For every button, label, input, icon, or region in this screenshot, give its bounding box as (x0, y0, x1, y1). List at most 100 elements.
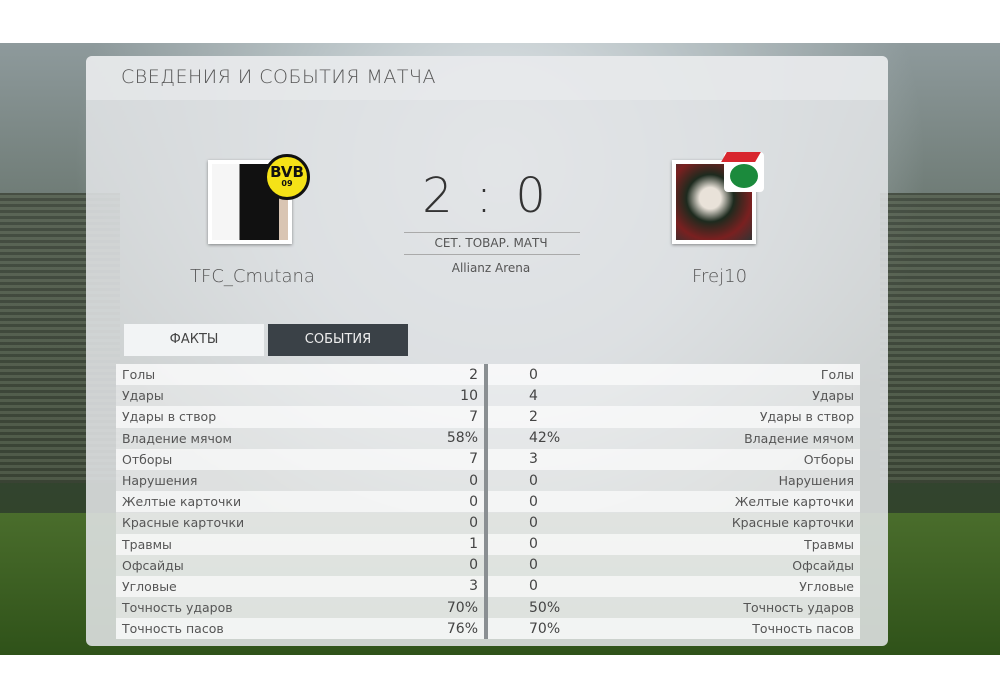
match-facts-panel: СВЕДЕНИЯ И СОБЫТИЯ МАТЧА BVB 09 TFC_Cmuta… (86, 56, 888, 646)
stat-label: Офсайды (122, 557, 184, 573)
column-divider (484, 618, 488, 640)
stat-label: Красные карточки (731, 515, 854, 531)
stat-label: Желтые карточки (734, 494, 854, 510)
away-stat-value: 0 (529, 493, 538, 510)
away-stat-value: 0 (529, 472, 538, 489)
home-stat-value: 0 (469, 472, 478, 489)
away-stat-value: 0 (529, 578, 538, 595)
home-stat-cell: Красные карточки 0 (116, 512, 484, 534)
away-stat-value: 50% (529, 599, 561, 616)
away-stat-value: 0 (529, 366, 538, 383)
page-title: СВЕДЕНИЯ И СОБЫТИЯ МАТЧА (121, 66, 436, 88)
stat-label: Удары в створ (122, 409, 217, 425)
away-stat-cell: 0 Нарушения (488, 469, 860, 492)
column-divider (484, 575, 488, 598)
column-divider (484, 469, 488, 492)
away-stat-value: 0 (529, 557, 538, 574)
column-divider (484, 385, 488, 407)
tab-events[interactable]: СОБЫТИЯ (268, 324, 408, 356)
home-stat-value: 2 (469, 366, 478, 383)
match-type: СЕТ. ТОВАР. МАТЧ (434, 236, 548, 250)
home-team-name: TFC_Cmutana (190, 266, 315, 287)
column-divider (484, 364, 488, 386)
stat-label: Нарушения (122, 473, 198, 489)
stat-label: Точность ударов (743, 600, 854, 616)
column-divider (484, 533, 488, 555)
stat-label: Точность ударов (122, 600, 233, 616)
home-stat-value: 10 (460, 387, 478, 404)
stat-label: Владение мячом (122, 430, 232, 446)
away-stat-value: 42% (529, 430, 561, 447)
away-stat-cell: 0 Голы (488, 364, 860, 386)
stat-label: Удары в створ (759, 409, 854, 425)
stat-label: Владение мячом (744, 430, 854, 446)
away-stat-value: 2 (529, 408, 538, 425)
stat-row: Желтые карточки 0 0 Желтые карточки (116, 491, 860, 513)
stat-label: Угловые (122, 578, 177, 594)
away-stat-cell: 0 Травмы (488, 533, 860, 555)
home-stat-value: 7 (469, 451, 478, 468)
home-stat-cell: Желтые карточки 0 (116, 491, 484, 513)
column-divider (484, 491, 488, 513)
stat-row: Удары в створ 7 2 Удары в створ (116, 406, 860, 428)
tab-facts[interactable]: ФАКТЫ (124, 324, 264, 356)
stat-row: Офсайды 0 0 Офсайды (116, 554, 860, 576)
divider (404, 232, 580, 233)
away-stat-cell: 2 Удары в створ (488, 406, 860, 428)
home-stat-cell: Нарушения 0 (116, 469, 484, 492)
home-stat-cell: Голы 2 (116, 364, 484, 386)
score: 2 : 0 (422, 168, 550, 224)
stat-row: Нарушения 0 0 Нарушения (116, 469, 860, 492)
divider (404, 254, 580, 255)
stat-label: Точность пасов (752, 621, 854, 637)
home-stat-value: 1 (469, 536, 478, 553)
title-bar (86, 56, 888, 100)
stat-label: Красные карточки (122, 515, 245, 531)
venue: Allianz Arena (451, 261, 531, 275)
away-stat-cell: 0 Желтые карточки (488, 491, 860, 513)
home-stat-cell: Удары 10 (116, 385, 484, 407)
stat-label: Отборы (803, 451, 854, 467)
away-stat-cell: 0 Угловые (488, 575, 860, 598)
away-stat-value: 0 (529, 536, 538, 553)
away-stat-cell: 0 Красные карточки (488, 512, 860, 534)
column-divider (484, 448, 488, 470)
lokomotiv-icon (724, 152, 764, 192)
stat-row: Красные карточки 0 0 Красные карточки (116, 512, 860, 534)
home-stat-cell: Удары в створ 7 (116, 406, 484, 428)
stat-label: Травмы (122, 536, 172, 552)
stat-row: Травмы 1 0 Травмы (116, 533, 860, 555)
home-stat-value: 70% (446, 599, 478, 616)
stat-label: Удары (812, 388, 854, 404)
column-divider (484, 512, 488, 534)
home-stat-value: 3 (469, 578, 478, 595)
home-stat-cell: Угловые 3 (116, 575, 484, 598)
away-team-name: Frej10 (692, 266, 748, 287)
home-stat-value: 58% (446, 430, 478, 447)
home-stat-cell: Отборы 7 (116, 448, 484, 470)
away-stat-cell: 50% Точность ударов (488, 597, 860, 619)
stat-label: Отборы (122, 451, 173, 467)
home-club-badge: BVB 09 (264, 154, 310, 200)
home-stat-cell: Владение мячом 58% (116, 427, 484, 449)
home-stat-cell: Травмы 1 (116, 533, 484, 555)
stat-row: Владение мячом 58% 42% Владение мячом (116, 427, 860, 449)
stat-label: Желтые карточки (122, 494, 242, 510)
stats-table: Голы 2 0 Голы Удары 10 4 Удары Удары в створ 7 2 Уд… (116, 364, 860, 640)
home-stat-value: 0 (469, 557, 478, 574)
column-divider (484, 554, 488, 576)
home-stat-value: 7 (469, 408, 478, 425)
stat-label: Офсайды (792, 557, 854, 573)
away-stat-cell: 0 Офсайды (488, 554, 860, 576)
away-stat-value: 4 (529, 387, 538, 404)
stat-row: Голы 2 0 Голы (116, 364, 860, 386)
column-divider (484, 406, 488, 428)
stat-row: Отборы 7 3 Отборы (116, 448, 860, 470)
away-stat-cell: 42% Владение мячом (488, 427, 860, 449)
stat-row: Точность ударов 70% 50% Точность ударов (116, 597, 860, 619)
home-stat-cell: Точность ударов 70% (116, 597, 484, 619)
stand-right (880, 193, 1000, 483)
home-stat-cell: Точность пасов 76% (116, 618, 484, 640)
home-stat-value: 0 (469, 493, 478, 510)
home-stat-value: 0 (469, 514, 478, 531)
